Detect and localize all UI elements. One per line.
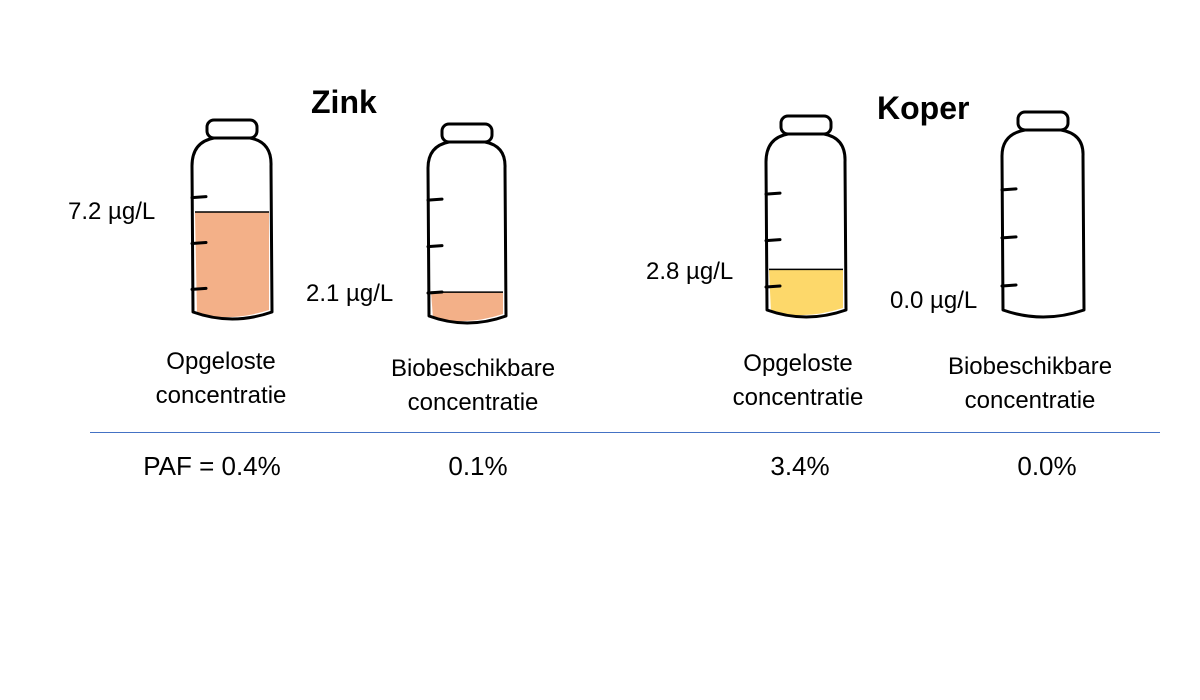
- caption-line: concentratie: [155, 382, 287, 409]
- bottle-cap: [779, 114, 833, 136]
- measure-tick: [1000, 283, 1018, 288]
- copper-dissolved-value: 2.8 µg/L: [646, 258, 734, 285]
- zinc-dissolved-paf: PAF = 0.4%: [143, 451, 281, 481]
- copper-title: Koper: [877, 90, 970, 126]
- caption-line: Opgeloste: [166, 348, 276, 375]
- copper-dissolved-caption: Opgeloste concentratie: [688, 347, 908, 415]
- measure-tick: [764, 284, 782, 289]
- liquid-fill: [431, 292, 503, 322]
- copper-bioavailable-bottle: [1000, 110, 1086, 319]
- measure-tick: [426, 244, 444, 249]
- bottle-outline: [764, 132, 848, 319]
- measure-tick: [426, 290, 444, 295]
- bottle-outline: [1000, 128, 1086, 319]
- caption-line: Biobeschikbare: [947, 353, 1113, 380]
- copper-bioavailable-value: 0.0 µg/L: [890, 287, 978, 314]
- copper-dissolved-bottle: [764, 114, 848, 319]
- caption-line: Opgeloste: [743, 350, 853, 377]
- measure-tick: [190, 286, 208, 291]
- bottle-cap: [205, 118, 259, 140]
- caption-line: concentratie: [407, 389, 539, 416]
- bottle-outline: [190, 136, 274, 321]
- measure-tick: [190, 241, 208, 245]
- zinc-dissolved-caption: Opgeloste concentratie: [111, 345, 331, 413]
- zinc-title: Zink: [311, 84, 377, 120]
- measure-tick: [190, 195, 208, 200]
- measure-tick: [426, 197, 444, 202]
- measure-tick: [1000, 235, 1018, 240]
- bottle-outline: [426, 140, 508, 325]
- copper-bioavailable-paf: 0.0%: [1017, 451, 1077, 481]
- measure-tick: [764, 191, 782, 196]
- caption-line: Biobeschikbare: [390, 355, 556, 382]
- zinc-bioavailable-bottle: [426, 122, 508, 325]
- divider-line: [90, 432, 1160, 433]
- bottle-cap: [1016, 110, 1070, 132]
- zinc-dissolved-value: 7.2 µg/L: [68, 198, 156, 225]
- caption-line: concentratie: [732, 384, 864, 411]
- zinc-bioavailable-caption: Biobeschikbare concentratie: [363, 352, 583, 420]
- copper-dissolved-paf: 3.4%: [770, 451, 830, 481]
- liquid-fill: [195, 212, 269, 318]
- copper-bioavailable-caption: Biobeschikbare concentratie: [920, 350, 1140, 418]
- zinc-dissolved-bottle: [190, 118, 274, 321]
- measure-tick: [1000, 187, 1018, 192]
- liquid-fill: [769, 269, 843, 316]
- zinc-bioavailable-value: 2.1 µg/L: [306, 280, 394, 307]
- measure-tick: [764, 238, 782, 243]
- caption-line: concentratie: [964, 387, 1096, 414]
- zinc-bioavailable-paf: 0.1%: [448, 451, 508, 481]
- bottle-cap: [440, 122, 494, 144]
